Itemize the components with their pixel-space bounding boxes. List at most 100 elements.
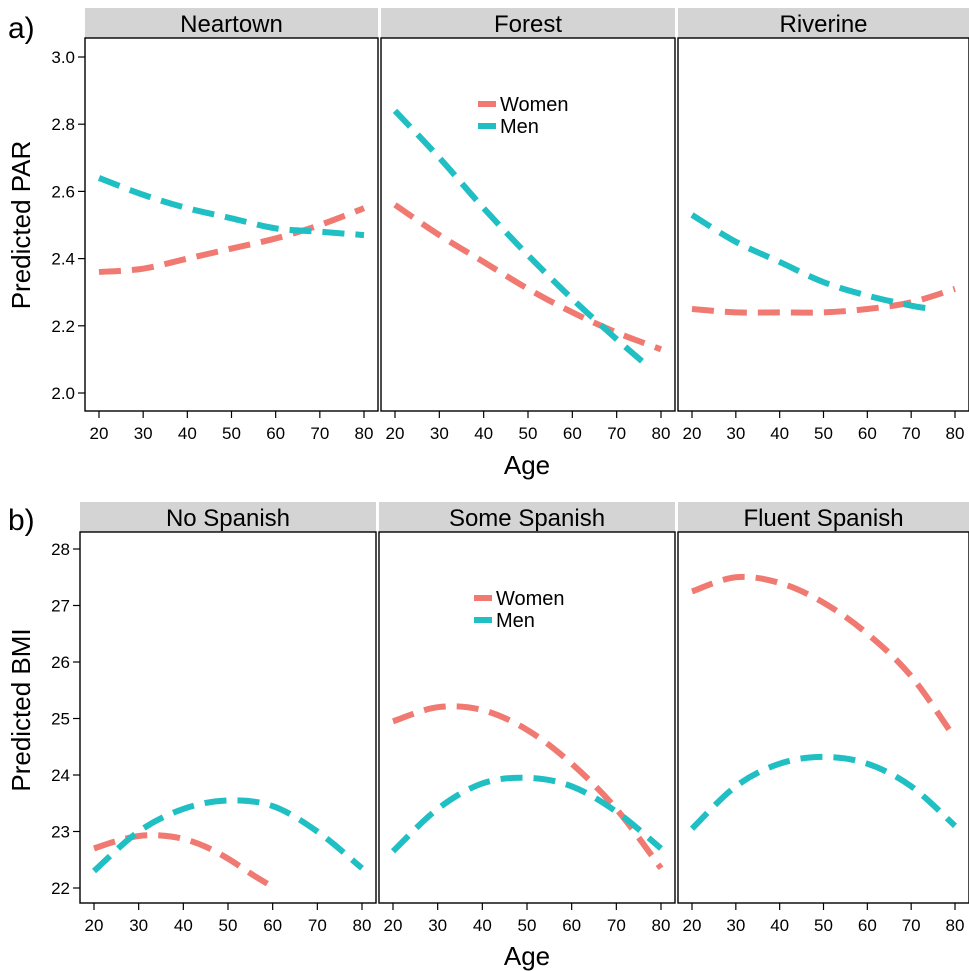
x-tick-label: 70 xyxy=(902,916,921,935)
series-line-men xyxy=(91,797,364,874)
facet-neartown: Neartown 20 30 40 50 60 70 80 xyxy=(84,8,379,443)
facet-title: Neartown xyxy=(180,11,283,38)
x-tick-label: 60 xyxy=(858,916,877,935)
facet-strip xyxy=(678,502,969,532)
x-tick-label: 30 xyxy=(428,916,447,935)
y-tick-label: 2.2 xyxy=(51,317,75,336)
y-axis: 22 23 24 25 26 27 28 xyxy=(51,540,80,898)
x-tick-label: 60 xyxy=(563,424,582,443)
x-tick-label: 70 xyxy=(607,916,626,935)
y-tick-label: 23 xyxy=(51,823,70,842)
plot-border xyxy=(79,531,377,904)
x-tick-label: 20 xyxy=(683,424,702,443)
x-axis-title: Age xyxy=(504,941,550,971)
facet-strip xyxy=(85,8,378,38)
plot-border xyxy=(677,37,969,412)
facet-no-spanish: No Spanish 20 30 40 50 60 70 80 xyxy=(79,502,377,935)
x-tick-label: 70 xyxy=(310,424,329,443)
x-tick-label: 40 xyxy=(474,424,493,443)
facet-riverine: Riverine 20 30 40 50 60 70 80 xyxy=(677,8,969,443)
series-line-women xyxy=(392,703,664,871)
legend-label: Women xyxy=(500,94,569,116)
x-tick-label: 50 xyxy=(519,424,538,443)
facet-strip xyxy=(379,502,675,532)
x-tick-label: 20 xyxy=(85,916,104,935)
panel-label: b) xyxy=(8,504,35,537)
y-tick-label: 2.4 xyxy=(51,250,75,269)
x-tick-label: 70 xyxy=(607,424,626,443)
series-line-women xyxy=(691,285,956,316)
y-tick-label: 2.0 xyxy=(51,384,75,403)
x-tick-label: 80 xyxy=(355,424,374,443)
y-axis: 2.0 2.2 2.4 2.6 2.8 3.0 xyxy=(51,48,85,403)
x-tick-label: 20 xyxy=(384,916,403,935)
facet-strip xyxy=(678,8,969,38)
x-tick-label: 40 xyxy=(770,424,789,443)
y-tick-label: 26 xyxy=(51,653,70,672)
x-tick-label: 30 xyxy=(726,424,745,443)
panel-label: a) xyxy=(8,12,35,45)
facet-strip xyxy=(80,502,376,532)
x-tick-label: 60 xyxy=(263,916,282,935)
legend-label: Men xyxy=(500,116,539,138)
x-tick-label: 30 xyxy=(726,916,745,935)
series-line-men xyxy=(392,108,650,369)
legend-label: Men xyxy=(496,610,535,632)
x-axis-title: Age xyxy=(504,450,550,480)
facet-fluent-spanish: Fluent Spanish 20 30 40 50 60 70 80 xyxy=(677,502,969,935)
x-tick-label: 70 xyxy=(308,916,327,935)
series-line-women xyxy=(690,573,958,741)
chart-block-0: a) Predicted PAR Age 2.0 2.2 2.4 2.6 2.8 3.0 Near… xyxy=(6,8,969,480)
series-line-women xyxy=(393,202,663,353)
x-tick-label: 20 xyxy=(683,916,702,935)
facet-title: Forest xyxy=(494,11,562,38)
x-tick-label: 80 xyxy=(652,916,671,935)
series-line-women xyxy=(98,205,366,276)
x-tick-label: 80 xyxy=(353,916,372,935)
x-tick-label: 70 xyxy=(902,424,921,443)
y-tick-label: 28 xyxy=(51,540,70,559)
plot-border xyxy=(677,531,969,904)
plot-border xyxy=(84,37,379,412)
y-tick-label: 2.8 xyxy=(51,115,75,134)
x-tick-label: 80 xyxy=(946,916,965,935)
facet-title: Fluent Spanish xyxy=(743,505,903,532)
x-tick-label: 40 xyxy=(178,424,197,443)
y-axis-title: Predicted PAR xyxy=(6,141,36,310)
x-tick-label: 50 xyxy=(814,916,833,935)
legend-label: Women xyxy=(496,588,565,610)
series-line-men xyxy=(97,175,365,239)
x-tick-label: 40 xyxy=(473,916,492,935)
x-tick-label: 60 xyxy=(266,424,285,443)
facet-strip xyxy=(381,8,675,38)
facet-title: No Spanish xyxy=(166,505,290,532)
x-tick-label: 80 xyxy=(652,424,671,443)
x-tick-label: 80 xyxy=(946,424,965,443)
x-tick-label: 60 xyxy=(858,424,877,443)
x-tick-label: 20 xyxy=(90,424,109,443)
x-tick-label: 50 xyxy=(814,424,833,443)
y-tick-label: 22 xyxy=(51,879,70,898)
facet-title: Riverine xyxy=(779,11,867,38)
y-tick-label: 27 xyxy=(51,597,70,616)
x-tick-label: 50 xyxy=(219,916,238,935)
x-tick-label: 40 xyxy=(770,916,789,935)
series-line-men xyxy=(690,212,934,312)
y-tick-label: 25 xyxy=(51,710,70,729)
x-tick-label: 40 xyxy=(174,916,193,935)
x-tick-label: 50 xyxy=(222,424,241,443)
x-tick-label: 20 xyxy=(386,424,405,443)
y-tick-label: 24 xyxy=(51,766,70,785)
x-tick-label: 30 xyxy=(129,916,148,935)
series-line-men xyxy=(689,753,958,831)
y-tick-label: 3.0 xyxy=(51,48,75,67)
y-axis-title: Predicted BMI xyxy=(6,628,36,791)
x-tick-label: 30 xyxy=(430,424,449,443)
y-tick-label: 2.6 xyxy=(51,182,75,201)
chart-block-1: b) Predicted BMI Age 22 23 24 25 26 27 28 No Spani… xyxy=(6,502,969,971)
